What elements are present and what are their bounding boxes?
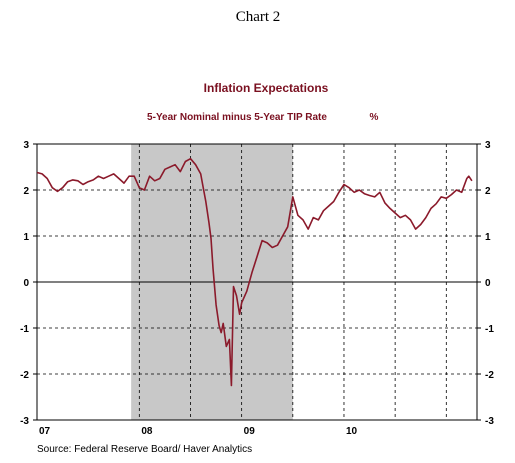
y-tick-label-right: 3 [485, 140, 491, 151]
x-tick-label: 09 [244, 426, 256, 437]
plot-area: 3 32 21 10 0-1 -1-2 -2-3 -307 08 09 10 [20, 140, 494, 437]
chart-unit: % [370, 112, 379, 123]
y-tick-label-right: 2 [485, 186, 491, 197]
y-tick-label-left: -2 [20, 370, 29, 381]
y-tick-label-left: -3 [20, 416, 29, 427]
chart-source: Source: Federal Reserve Board/ Haver Ana… [37, 444, 252, 455]
y-tick-label-left: 3 [23, 140, 29, 151]
y-tick-label-right: 1 [485, 232, 491, 243]
y-tick-label-right: -3 [485, 416, 494, 427]
chart-subtitle: 5-Year Nominal minus 5-Year TIP Rate [147, 112, 327, 123]
y-tick-label-left: -1 [20, 324, 29, 335]
x-tick-label: 07 [39, 426, 51, 437]
y-tick-label-right: -1 [485, 324, 494, 335]
y-tick-label-left: 0 [23, 278, 29, 289]
chart-title: Inflation Expectations [204, 81, 329, 95]
x-tick-label: 10 [346, 426, 358, 437]
chart-caption: Chart 2 [236, 9, 281, 25]
y-tick-label-left: 2 [23, 186, 29, 197]
x-tick-label: 08 [141, 426, 153, 437]
y-tick-label-right: 0 [485, 278, 491, 289]
series-line [36, 157, 473, 387]
y-tick-label-left: 1 [23, 232, 29, 243]
y-tick-label-right: -2 [485, 370, 494, 381]
